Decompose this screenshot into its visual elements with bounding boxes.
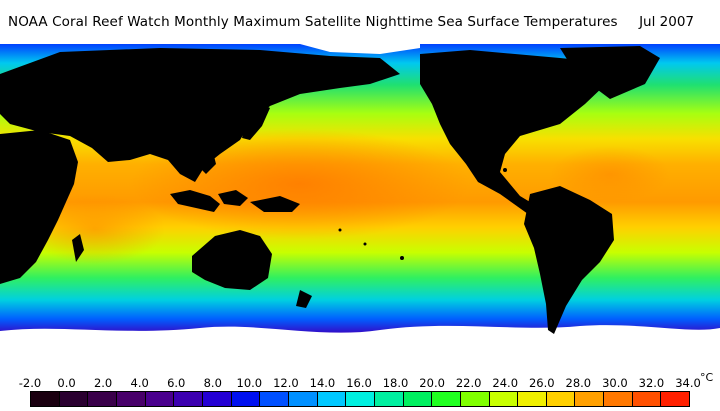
scale-tick-label: 10.0 <box>236 376 263 390</box>
scale-swatch <box>260 392 289 406</box>
scale-tick-row: -2.0 0.0 2.0 4.0 6.0 8.0 10.0 12.0 14.0 16.0 18.0 2… <box>0 376 720 390</box>
scale-swatch <box>346 392 375 406</box>
scale-swatch <box>661 392 691 406</box>
title-bar: NOAA Coral Reef Watch Monthly Maximum Sa… <box>0 0 720 44</box>
scale-tick-label: -2.0 <box>18 376 42 390</box>
scale-swatch <box>374 392 404 406</box>
scale-tick-label: 12.0 <box>273 376 299 390</box>
scale-swatch <box>145 392 175 406</box>
scale-swatch <box>317 392 347 406</box>
land-north-america <box>420 50 606 214</box>
scale-swatch <box>116 392 146 406</box>
scale-unit: °C <box>700 371 714 384</box>
scale-swatch <box>174 392 203 406</box>
scale-tick-label: 26.0 <box>528 376 555 390</box>
scale-swatch <box>632 392 662 406</box>
land-south-america <box>524 186 614 334</box>
scale-tick-label: 8.0 <box>203 376 222 390</box>
scale-swatch <box>30 392 60 406</box>
scale-swatch <box>518 392 547 406</box>
scale-tick-label: 16.0 <box>346 376 372 390</box>
scale-tick-label: 30.0 <box>602 376 628 390</box>
scale-tick-label: 14.0 <box>309 376 336 390</box>
color-scale: -2.0 0.0 2.0 4.0 6.0 8.0 10.0 12.0 14.0 16.0 18.0 2… <box>0 360 720 411</box>
scale-swatch <box>460 392 490 406</box>
scale-tick-label: 32.0 <box>638 376 665 390</box>
scale-swatch <box>546 392 576 406</box>
scale-tick-label: 18.0 <box>382 376 409 390</box>
scale-swatch <box>59 392 89 406</box>
scale-swatch <box>288 392 318 406</box>
scale-tick-label: 34.0 <box>675 376 701 390</box>
scale-swatch <box>489 392 519 406</box>
scale-swatch <box>432 392 461 406</box>
scale-swatch <box>604 392 633 406</box>
scale-swatch <box>403 392 433 406</box>
color-bar <box>30 391 691 407</box>
sst-map-image <box>0 44 720 360</box>
map-title: NOAA Coral Reef Watch Monthly Maximum Sa… <box>8 14 618 30</box>
scale-swatch <box>202 392 232 406</box>
scale-tick-label: 24.0 <box>492 376 519 390</box>
scale-tick-label: 22.0 <box>455 376 482 390</box>
scale-swatch <box>575 392 605 406</box>
scale-tick-label: 28.0 <box>565 376 592 390</box>
land-eurasia <box>0 48 400 182</box>
scale-tick-label: 4.0 <box>130 376 149 390</box>
scale-swatch <box>231 392 261 406</box>
scale-tick-label: 2.0 <box>93 376 113 390</box>
scale-tick-label: 0.0 <box>57 376 76 390</box>
land-australia <box>192 230 272 290</box>
scale-swatch <box>88 392 117 406</box>
map-date: Jul 2007 <box>639 14 694 30</box>
scale-tick-label: 20.0 <box>419 376 445 390</box>
scale-tick-label: 6.0 <box>167 376 186 390</box>
sst-map <box>0 44 720 360</box>
land-africa <box>0 130 78 284</box>
